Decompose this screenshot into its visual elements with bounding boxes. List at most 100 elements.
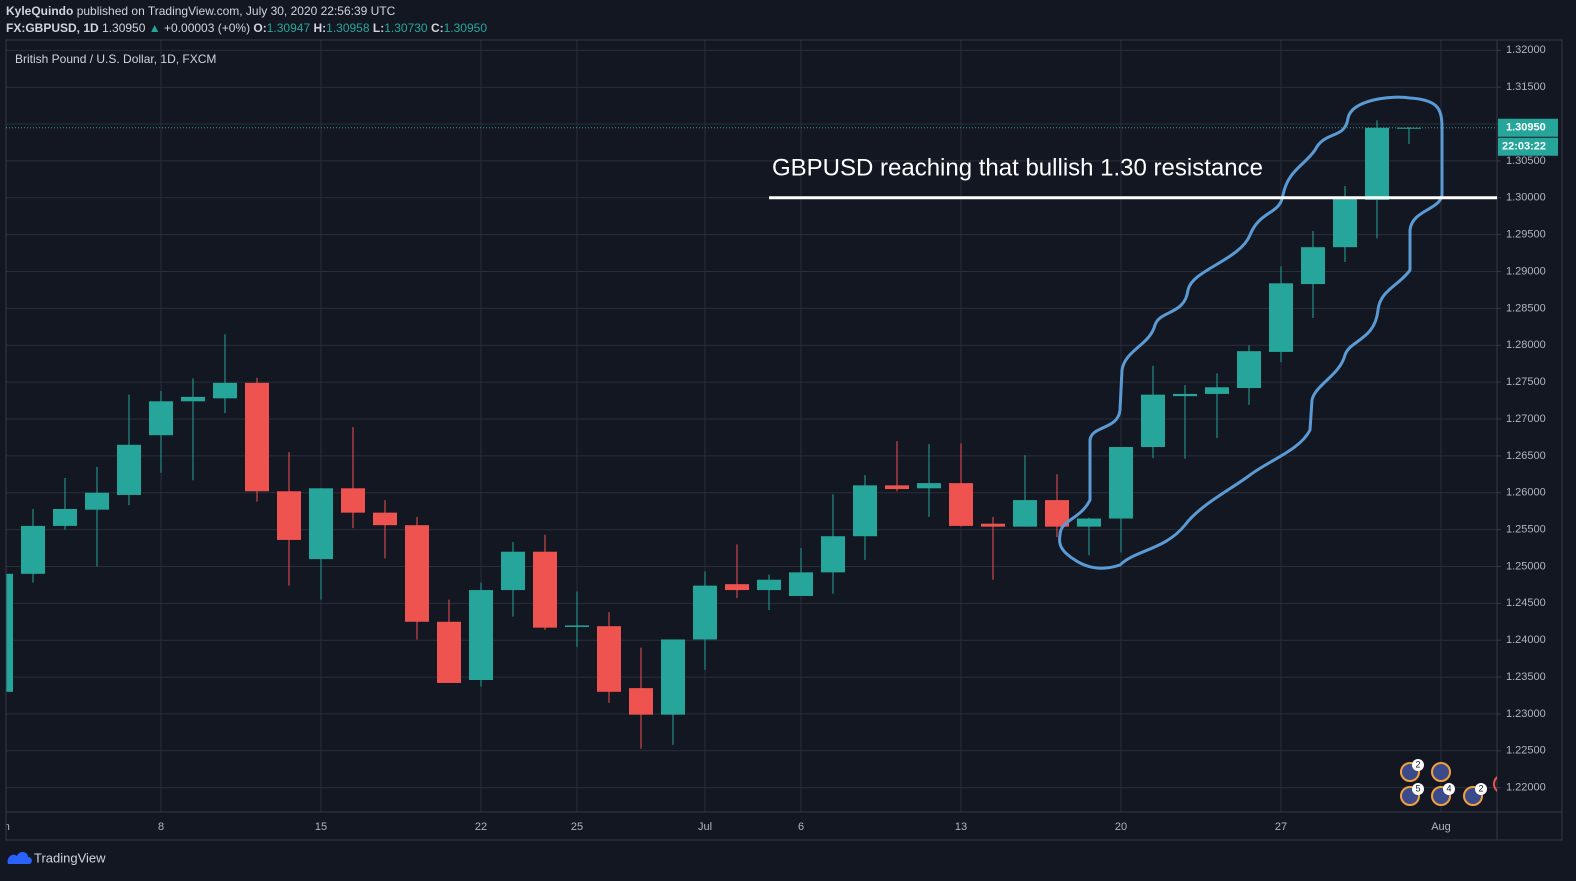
high: 1.30958 — [326, 21, 370, 35]
candle-body — [181, 396, 205, 402]
candle-body — [6, 573, 13, 692]
candle-body — [245, 382, 269, 492]
countdown: 22:03:22 — [1502, 141, 1546, 153]
candle-body — [1077, 518, 1101, 527]
candle-body — [149, 401, 173, 436]
logo — [7, 851, 32, 864]
last-price-tag — [1498, 118, 1558, 137]
candle-body — [1269, 283, 1293, 352]
candle-body — [1109, 447, 1133, 519]
y-tick-label: 1.27500 — [1506, 376, 1546, 388]
countdown-tag — [1498, 137, 1558, 156]
y-tick-label: 1.22000 — [1506, 782, 1546, 794]
event-badge — [1412, 759, 1424, 771]
footer: TradingView — [7, 850, 106, 865]
y-tick-label: 1.29500 — [1506, 229, 1546, 241]
candle-body — [501, 551, 525, 591]
candle-body — [1333, 198, 1357, 248]
h-label: H: — [313, 21, 326, 35]
y-tick-label: 1.28500 — [1506, 302, 1546, 314]
y-tick-label: 1.26500 — [1506, 450, 1546, 462]
candle-body — [1045, 500, 1069, 527]
event-icon — [1431, 762, 1451, 782]
published: published on TradingView.com, July 30, 2… — [77, 4, 396, 18]
x-tick-label: 13 — [955, 821, 967, 833]
candle-body — [405, 525, 429, 622]
candle-body — [1013, 500, 1037, 527]
candle-body — [469, 590, 493, 681]
event-badge — [1475, 783, 1487, 795]
candle-body — [597, 626, 621, 692]
y-tick-label: 1.32000 — [1506, 44, 1546, 56]
y-tick-label: 1.26000 — [1506, 487, 1546, 499]
events: 2 5 4 2 — [1400, 759, 1497, 806]
change: +0.00003 (+0%) — [164, 21, 250, 35]
y-tick-label: 1.29000 — [1506, 265, 1546, 277]
candle-body — [117, 444, 141, 495]
chart-title: British Pound / U.S. Dollar, 1D, FXCM — [15, 52, 216, 66]
candle-body — [789, 572, 813, 596]
y-tick-label: 1.28000 — [1506, 339, 1546, 351]
candle-body — [725, 584, 749, 591]
low: 1.30730 — [384, 21, 428, 35]
candle-body — [373, 512, 397, 526]
candle-body — [1173, 393, 1197, 397]
candle-body — [565, 625, 589, 627]
candle-body — [661, 639, 685, 715]
candle-body — [213, 382, 237, 399]
candle-body — [1301, 247, 1325, 285]
brand: TradingView — [34, 850, 106, 865]
candle-body — [853, 485, 877, 537]
candle-body — [85, 492, 109, 510]
candle-body — [1237, 351, 1261, 389]
author: KyleQuindo — [6, 4, 73, 18]
candle-body — [437, 621, 461, 683]
y-tick-label: 1.22500 — [1506, 745, 1546, 757]
candle-body — [821, 536, 845, 573]
candle-body — [21, 525, 45, 574]
c-label: C: — [431, 21, 444, 35]
highlight-shape — [1058, 95, 1444, 570]
y-tick-label: 1.23500 — [1506, 671, 1546, 683]
last: 1.30950 — [102, 21, 146, 35]
candle-body — [629, 688, 653, 715]
x-tick-label: 20 — [1115, 821, 1127, 833]
candle-body — [917, 483, 941, 489]
x-tick-label: 6 — [798, 821, 804, 833]
event-icon — [1493, 776, 1497, 792]
candle-body — [1205, 387, 1229, 394]
candles — [6, 120, 1421, 749]
l-label: L: — [373, 21, 384, 35]
candle-body — [277, 491, 301, 540]
y-tick-label: 1.25500 — [1506, 524, 1546, 536]
last-price-label: 1.30950 — [1506, 122, 1546, 134]
event-badge-count: 2 — [1478, 783, 1483, 793]
y-tick-label: 1.27000 — [1506, 413, 1546, 425]
x-tick-label: 27 — [1275, 821, 1287, 833]
candle-body — [693, 585, 717, 640]
candle-body — [533, 551, 557, 628]
candle-body — [885, 485, 909, 490]
x-tick-label: 15 — [315, 821, 327, 833]
y-tick-label: 1.30000 — [1506, 192, 1546, 204]
candle-body — [1141, 394, 1165, 448]
header-line1: KyleQuindo published on TradingView.com,… — [6, 4, 396, 18]
header-line2: FX:GBPUSD, 1D 1.30950 ▲ +0.00003 (+0%) O… — [6, 21, 487, 35]
x-tick-label: 8 — [158, 821, 164, 833]
x-tick-label: Jun — [0, 821, 10, 833]
y-tick-label: 1.24500 — [1506, 597, 1546, 609]
event-badge-count: 2 — [1415, 759, 1420, 769]
candle-body — [53, 508, 77, 526]
x-tick-label: Jul — [698, 821, 712, 833]
annotation-text: GBPUSD reaching that bullish 1.30 resist… — [772, 154, 1263, 181]
y-tick-label: 1.23000 — [1506, 708, 1546, 720]
event-badge — [1412, 783, 1424, 795]
close: 1.30950 — [444, 21, 488, 35]
x-tick-label: Aug — [1431, 821, 1451, 833]
y-tick-label: 1.25000 — [1506, 560, 1546, 572]
candle-body — [1365, 127, 1389, 201]
candle-body — [309, 488, 333, 560]
y-tick-label: 1.31500 — [1506, 81, 1546, 93]
